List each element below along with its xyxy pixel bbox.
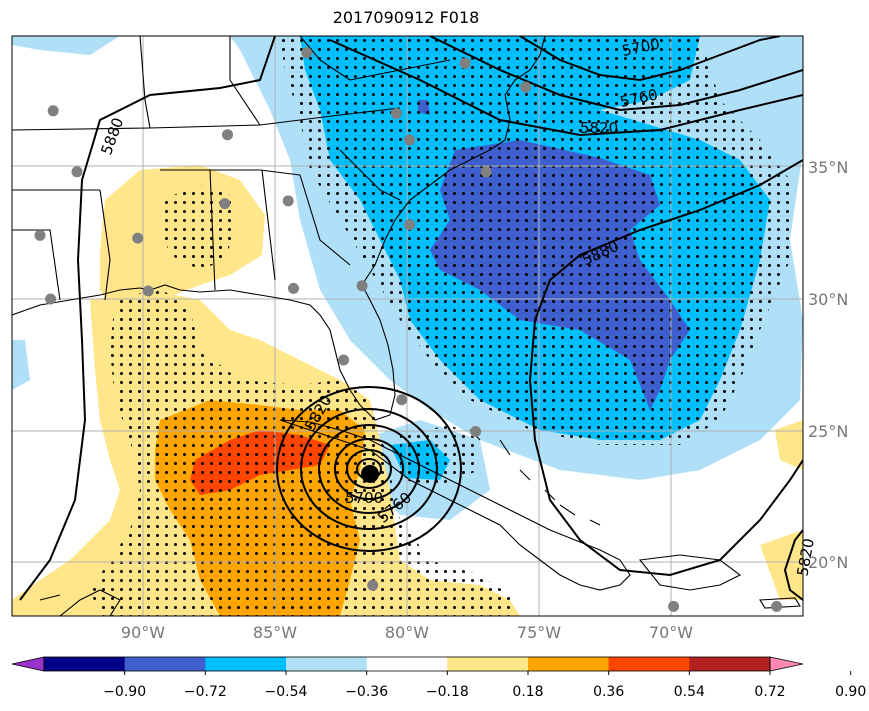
colorbar-segment [124, 657, 206, 671]
station-markers [34, 47, 783, 612]
colorbar-tick-label: 0.36 [593, 684, 624, 700]
colorbar-tick-label: −0.18 [426, 684, 469, 700]
latitude-labels: 35°N 30°N 25°N 20°N [808, 158, 848, 572]
colorbar-segment [44, 657, 126, 671]
station-marker [356, 280, 368, 292]
graticule [12, 36, 803, 616]
colorbar-tick-label: −0.72 [184, 684, 227, 700]
colorbar-labels: −0.90 −0.72 −0.54 −0.36 −0.18 0.18 0.36 0.54 0.7… [103, 671, 866, 700]
station-marker [288, 282, 299, 294]
station-marker [338, 354, 350, 366]
station-marker [222, 129, 233, 141]
station-marker [396, 394, 408, 406]
colorbar-segment [528, 657, 610, 671]
colorbar-segment [447, 657, 529, 671]
lon-label: 75°W [517, 623, 561, 642]
station-marker [480, 166, 492, 178]
lon-label: 85°W [253, 623, 297, 642]
lon-label: 70°W [649, 623, 693, 642]
station-marker [142, 285, 154, 297]
station-marker [771, 600, 783, 612]
station-marker [45, 293, 57, 305]
station-marker [668, 600, 680, 612]
lat-label: 30°N [808, 290, 848, 309]
colorbar-segment [286, 657, 368, 671]
station-marker [390, 108, 402, 119]
map-area [12, 36, 803, 616]
station-marker [282, 195, 294, 207]
station-marker [459, 57, 471, 69]
colorbar-frame [43, 656, 771, 672]
colorbar-segment [366, 657, 448, 671]
station-marker [404, 134, 416, 146]
longitude-labels: 90°W 85°W 80°W 75°W 70°W [121, 623, 693, 642]
station-marker [34, 229, 46, 241]
colorbar-tick-label: −0.36 [345, 684, 388, 700]
station-marker [404, 219, 416, 231]
station-marker [219, 198, 231, 210]
colorbar-tick-label: −0.90 [103, 684, 146, 700]
colorbar-tick-label: 0.72 [754, 684, 785, 700]
colorbar [11, 656, 804, 672]
colorbar-segment [205, 657, 287, 671]
station-marker [301, 47, 313, 59]
colorbar-extend-high [769, 656, 804, 672]
colorbar-tick-label: 0.18 [512, 684, 543, 700]
lon-label: 90°W [121, 623, 165, 642]
contour-label: 5820 [580, 119, 618, 137]
colorbar-extend-low [11, 656, 45, 672]
colorbar-tick-label: 0.90 [835, 684, 866, 700]
station-marker [132, 232, 144, 244]
station-marker [367, 579, 379, 591]
lat-label: 25°N [808, 422, 848, 441]
height-contours [19, 36, 803, 601]
contour-label: 5700 [345, 489, 383, 507]
lon-label: 80°W [385, 623, 429, 642]
colorbar-tick-label: −0.54 [265, 684, 308, 700]
colorbar-tick-label: 0.54 [674, 684, 705, 700]
colorbar-segment [608, 657, 690, 671]
lat-label: 35°N [808, 158, 848, 177]
colorbar-segment [689, 657, 771, 671]
storm-center-marker [361, 464, 379, 483]
station-marker [520, 81, 532, 93]
map-frame [11, 35, 804, 617]
station-marker [47, 105, 59, 117]
station-marker [71, 166, 83, 178]
lat-label: 20°N [808, 553, 848, 572]
station-marker [470, 426, 482, 437]
figure-title: 2017090912 F018 [332, 8, 480, 27]
